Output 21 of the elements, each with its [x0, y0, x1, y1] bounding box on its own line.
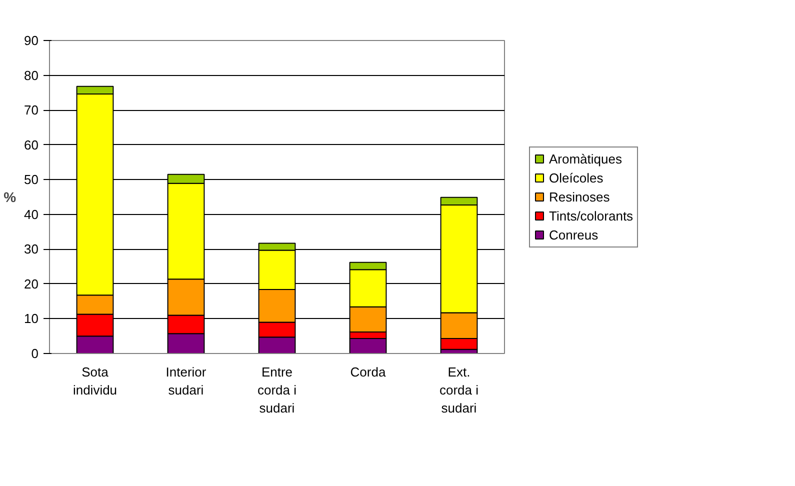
- x-tick-label: Interior sudari: [166, 364, 207, 398]
- x-tick-label: Entre corda i sudari: [257, 364, 297, 416]
- legend-label: Tints/colorants: [549, 208, 634, 223]
- y-tick-label: 40: [24, 206, 39, 222]
- legend-label: Conreus: [549, 227, 598, 242]
- y-tick-label: 30: [24, 242, 39, 257]
- y-axis-title: %: [4, 189, 17, 205]
- x-tick-label: Ext. corda i sudari: [439, 364, 479, 416]
- y-tick-label: 60: [24, 137, 39, 152]
- y-tick-label: 0: [31, 346, 39, 361]
- legend-label: Aromàtiques: [549, 151, 622, 166]
- x-tick-label: Sota individu: [72, 364, 118, 398]
- x-tick-label: Corda: [350, 364, 386, 380]
- y-tick-label: 80: [24, 68, 39, 83]
- y-tick-label: 10: [24, 311, 39, 326]
- y-tick-label: 20: [24, 276, 39, 292]
- y-tick-label: 50: [24, 172, 39, 188]
- y-tick-label: 90: [24, 33, 39, 48]
- y-tick-label: 70: [24, 102, 39, 118]
- legend-label: Oleícoles: [549, 170, 604, 185]
- legend-label: Resinoses: [549, 189, 610, 204]
